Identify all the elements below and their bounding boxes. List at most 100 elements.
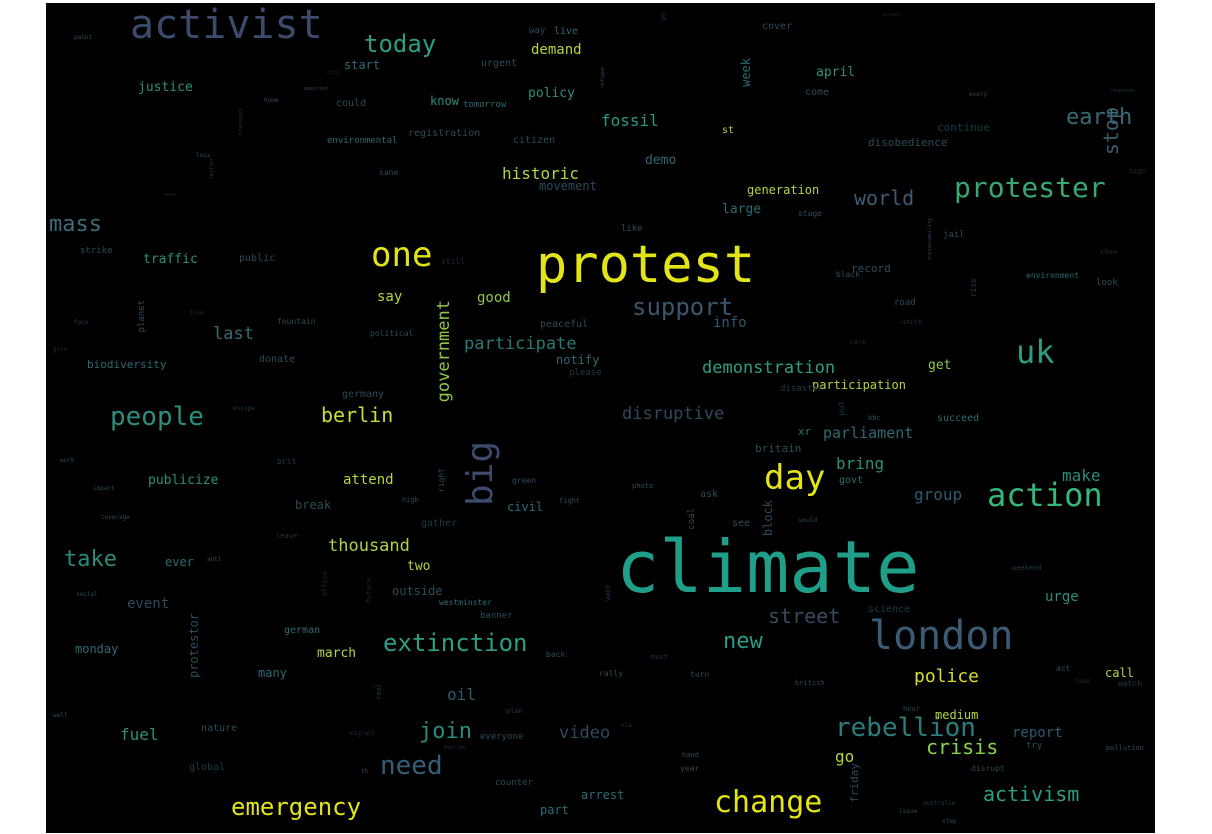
word-want: want <box>604 584 612 601</box>
word-disrupt: disrupt <box>971 764 1005 773</box>
word-succeed: succeed <box>937 413 980 424</box>
word-know: know <box>430 94 459 108</box>
word-good: good <box>477 290 511 306</box>
word-need: need <box>380 751 443 781</box>
word-justice: justice <box>138 80 193 95</box>
word-make: make <box>1062 466 1101 485</box>
word-stop: stop <box>1099 107 1123 156</box>
word-political: political <box>370 329 414 338</box>
word-policy: policy <box>528 86 575 101</box>
word-paint: paint <box>74 34 93 41</box>
word-two: two <box>407 559 431 574</box>
word-climate: climate <box>616 525 920 609</box>
word-black: black <box>836 270 861 279</box>
word-publicize: publicize <box>148 473 219 488</box>
word-medium: medium <box>935 708 979 722</box>
word-base: base <box>1076 678 1091 685</box>
word-unite: unite <box>901 318 923 326</box>
word-back: back <box>546 650 566 659</box>
word-germany: germany <box>342 389 385 400</box>
word-strike: strike <box>80 246 113 256</box>
word-tomorrow: tomorrow <box>463 100 507 110</box>
word-urgent: urgent <box>481 58 518 69</box>
word-marche: marche <box>444 744 466 751</box>
word-uk: uk <box>1016 333 1055 371</box>
word-try: try <box>1026 741 1043 751</box>
word-get: get <box>928 358 952 373</box>
word-impact: impact <box>93 485 115 492</box>
word-info: info <box>713 315 747 331</box>
word-loss: loss <box>196 152 211 159</box>
word-civil: civil <box>507 500 544 514</box>
word-like: like <box>621 224 643 234</box>
word-rise: rise <box>969 278 978 298</box>
word-protestor: protestor <box>187 613 201 679</box>
word-well: well <box>53 712 68 719</box>
word-last: last <box>213 324 254 344</box>
word-brit: brit <box>277 457 297 466</box>
word-global: global <box>189 762 226 773</box>
word-transport: transport <box>238 108 244 136</box>
word-australie: australie <box>923 800 956 807</box>
word-german: german <box>284 625 321 636</box>
word-cloud: climate protest london activist proteste… <box>46 3 1155 833</box>
word-sign: sign <box>1129 167 1146 175</box>
word-participation: participation <box>812 378 906 392</box>
word-road: road <box>894 298 916 308</box>
word-march: march <box>317 646 357 661</box>
word-block: block <box>761 500 775 537</box>
word-parliament: parliament <box>823 424 914 442</box>
word-activism: activism <box>983 782 1080 806</box>
word-thousand: thousand <box>328 536 410 556</box>
word-banner: banner <box>480 611 513 621</box>
word-planet: planet <box>137 300 147 333</box>
word-ever: ever <box>165 555 194 569</box>
word-go: go <box>835 747 855 766</box>
word-change: change <box>714 785 823 820</box>
word-join: join <box>419 719 472 744</box>
word-participate: participate <box>464 334 577 354</box>
word-disaster: disaster <box>780 384 824 394</box>
word-work: work <box>60 457 75 464</box>
word-give: give <box>53 346 68 353</box>
word-traffic: traffic <box>143 252 198 267</box>
word-xr: xr <box>798 425 812 438</box>
word-twitter: twitter <box>209 158 215 180</box>
word-demo: demo <box>645 153 677 168</box>
word-gather: gather <box>421 518 458 529</box>
word-high: high <box>402 496 419 504</box>
word-environment: environment <box>1026 271 1079 280</box>
word-leave: leave <box>276 532 298 540</box>
word-watch: watch <box>1118 679 1143 688</box>
word-biodiversity: biodiversity <box>87 358 167 371</box>
word-mass: mass <box>49 212 102 237</box>
word-crisis: crisis <box>926 735 999 759</box>
word-step: step <box>942 818 957 825</box>
word-cover: cover <box>762 21 793 32</box>
word-start: start <box>344 58 381 72</box>
word-see: see <box>732 518 751 529</box>
word-today: today <box>364 30 437 58</box>
word-many: many <box>258 666 287 680</box>
word-demand: demand <box>531 42 582 58</box>
word-environmental: environmental <box>327 136 398 146</box>
word-rebellion: rebellion <box>835 713 976 743</box>
word-plan: plan <box>506 707 523 715</box>
word-th: th <box>361 768 369 775</box>
word-april: april <box>816 65 856 80</box>
word-berlin: berlin <box>321 403 394 427</box>
word-hand: hand <box>682 751 699 759</box>
word-every: every <box>969 91 988 98</box>
word-notify: notify <box>556 353 600 367</box>
word-way: way <box>529 26 546 36</box>
word-everyone: everyone <box>480 732 524 742</box>
word-oil: oil <box>447 685 476 704</box>
word-protest: protest <box>536 235 756 295</box>
word-britain: britain <box>755 442 802 455</box>
word-say: say <box>377 289 403 305</box>
word-could: could <box>336 98 367 109</box>
word-coal: coal <box>687 508 697 530</box>
word-future: future <box>365 578 373 604</box>
word-people: people <box>110 402 204 432</box>
word-photo: photo <box>632 482 654 490</box>
